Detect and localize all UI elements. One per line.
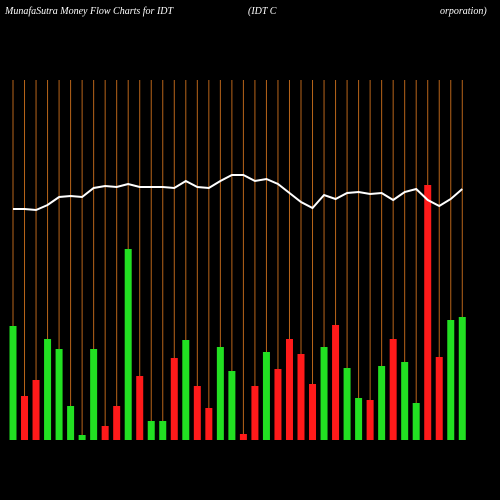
money-flow-line [13,174,463,212]
chart-subtitle: (IDT C [248,6,277,17]
bar [113,406,121,440]
chart-subtitle: orporation) [440,6,487,17]
bar [435,357,443,440]
bar [101,426,109,440]
bar [355,398,363,440]
bar [424,185,432,440]
bar [366,400,374,440]
bar [274,369,282,440]
bar [44,339,52,440]
chart-title: MunafaSutra Money Flow Charts for IDT [4,6,174,17]
bar [401,362,409,440]
bar [309,384,317,440]
bar [124,249,132,440]
bar [378,366,386,440]
bar [182,340,190,440]
bar [389,339,397,440]
bar [285,339,293,440]
bar [159,421,167,440]
bar [320,347,328,440]
bar [170,358,178,440]
bar [262,352,270,440]
bar [343,368,351,440]
bar [412,403,420,440]
bar [90,349,98,440]
bar [458,317,466,440]
bar [21,396,29,440]
bar [32,380,40,440]
bar [193,386,201,440]
bar [9,326,17,440]
bar [67,406,75,440]
bar [205,408,213,440]
bar [78,435,86,440]
bar [297,354,305,440]
bar [216,347,224,440]
bar [239,434,247,440]
bar [447,320,455,440]
bar [332,325,340,440]
bar [147,421,155,440]
bar [251,386,259,440]
bar [136,376,144,440]
bar [55,349,63,440]
bar [228,371,236,440]
